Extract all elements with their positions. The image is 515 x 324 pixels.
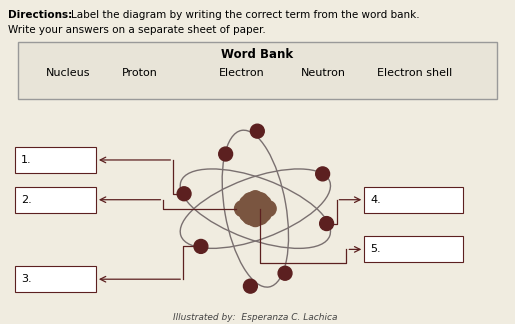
Circle shape bbox=[243, 209, 259, 225]
Circle shape bbox=[247, 211, 263, 226]
Text: 1.: 1. bbox=[21, 155, 31, 165]
Bar bbox=[18, 42, 497, 99]
Circle shape bbox=[234, 201, 250, 217]
Text: Proton: Proton bbox=[123, 68, 158, 77]
Text: Electron shell: Electron shell bbox=[377, 68, 453, 77]
Text: Label the diagram by writing the correct term from the word bank.: Label the diagram by writing the correct… bbox=[71, 10, 420, 20]
Bar bbox=[15, 147, 96, 173]
Circle shape bbox=[252, 193, 268, 209]
Circle shape bbox=[239, 196, 255, 212]
Text: 5.: 5. bbox=[370, 244, 381, 254]
Circle shape bbox=[177, 187, 191, 201]
Bar bbox=[15, 266, 96, 292]
Bar bbox=[15, 187, 96, 213]
Bar bbox=[364, 237, 463, 262]
Circle shape bbox=[194, 239, 208, 253]
Text: Write your answers on a separate sheet of paper.: Write your answers on a separate sheet o… bbox=[8, 25, 266, 35]
Circle shape bbox=[320, 217, 334, 230]
Text: 2.: 2. bbox=[21, 195, 31, 205]
Circle shape bbox=[219, 147, 233, 161]
Text: Electron: Electron bbox=[219, 68, 265, 77]
Text: 3.: 3. bbox=[21, 274, 31, 284]
Text: Illustrated by:  Esperanza C. Lachica: Illustrated by: Esperanza C. Lachica bbox=[173, 313, 338, 322]
Text: Word Bank: Word Bank bbox=[221, 48, 294, 61]
Circle shape bbox=[244, 279, 258, 293]
Circle shape bbox=[243, 193, 259, 209]
Circle shape bbox=[252, 209, 268, 225]
Circle shape bbox=[260, 201, 276, 217]
Text: Directions:: Directions: bbox=[8, 10, 72, 20]
Circle shape bbox=[247, 201, 263, 217]
Circle shape bbox=[250, 124, 264, 138]
Text: 4.: 4. bbox=[370, 195, 381, 205]
Circle shape bbox=[316, 167, 330, 181]
Circle shape bbox=[247, 191, 263, 207]
Circle shape bbox=[255, 196, 271, 212]
Text: Neutron: Neutron bbox=[301, 68, 346, 77]
Circle shape bbox=[239, 206, 255, 222]
Circle shape bbox=[255, 206, 271, 222]
Text: Nucleus: Nucleus bbox=[46, 68, 90, 77]
Bar bbox=[364, 187, 463, 213]
Circle shape bbox=[278, 266, 292, 280]
